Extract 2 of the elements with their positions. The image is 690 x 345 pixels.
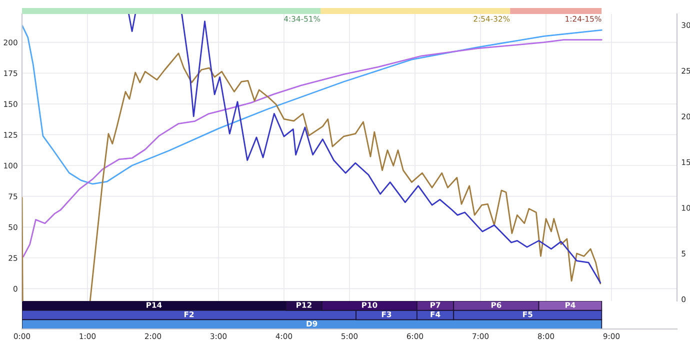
line-series bbox=[22, 39, 602, 258]
line-series bbox=[22, 24, 602, 185]
